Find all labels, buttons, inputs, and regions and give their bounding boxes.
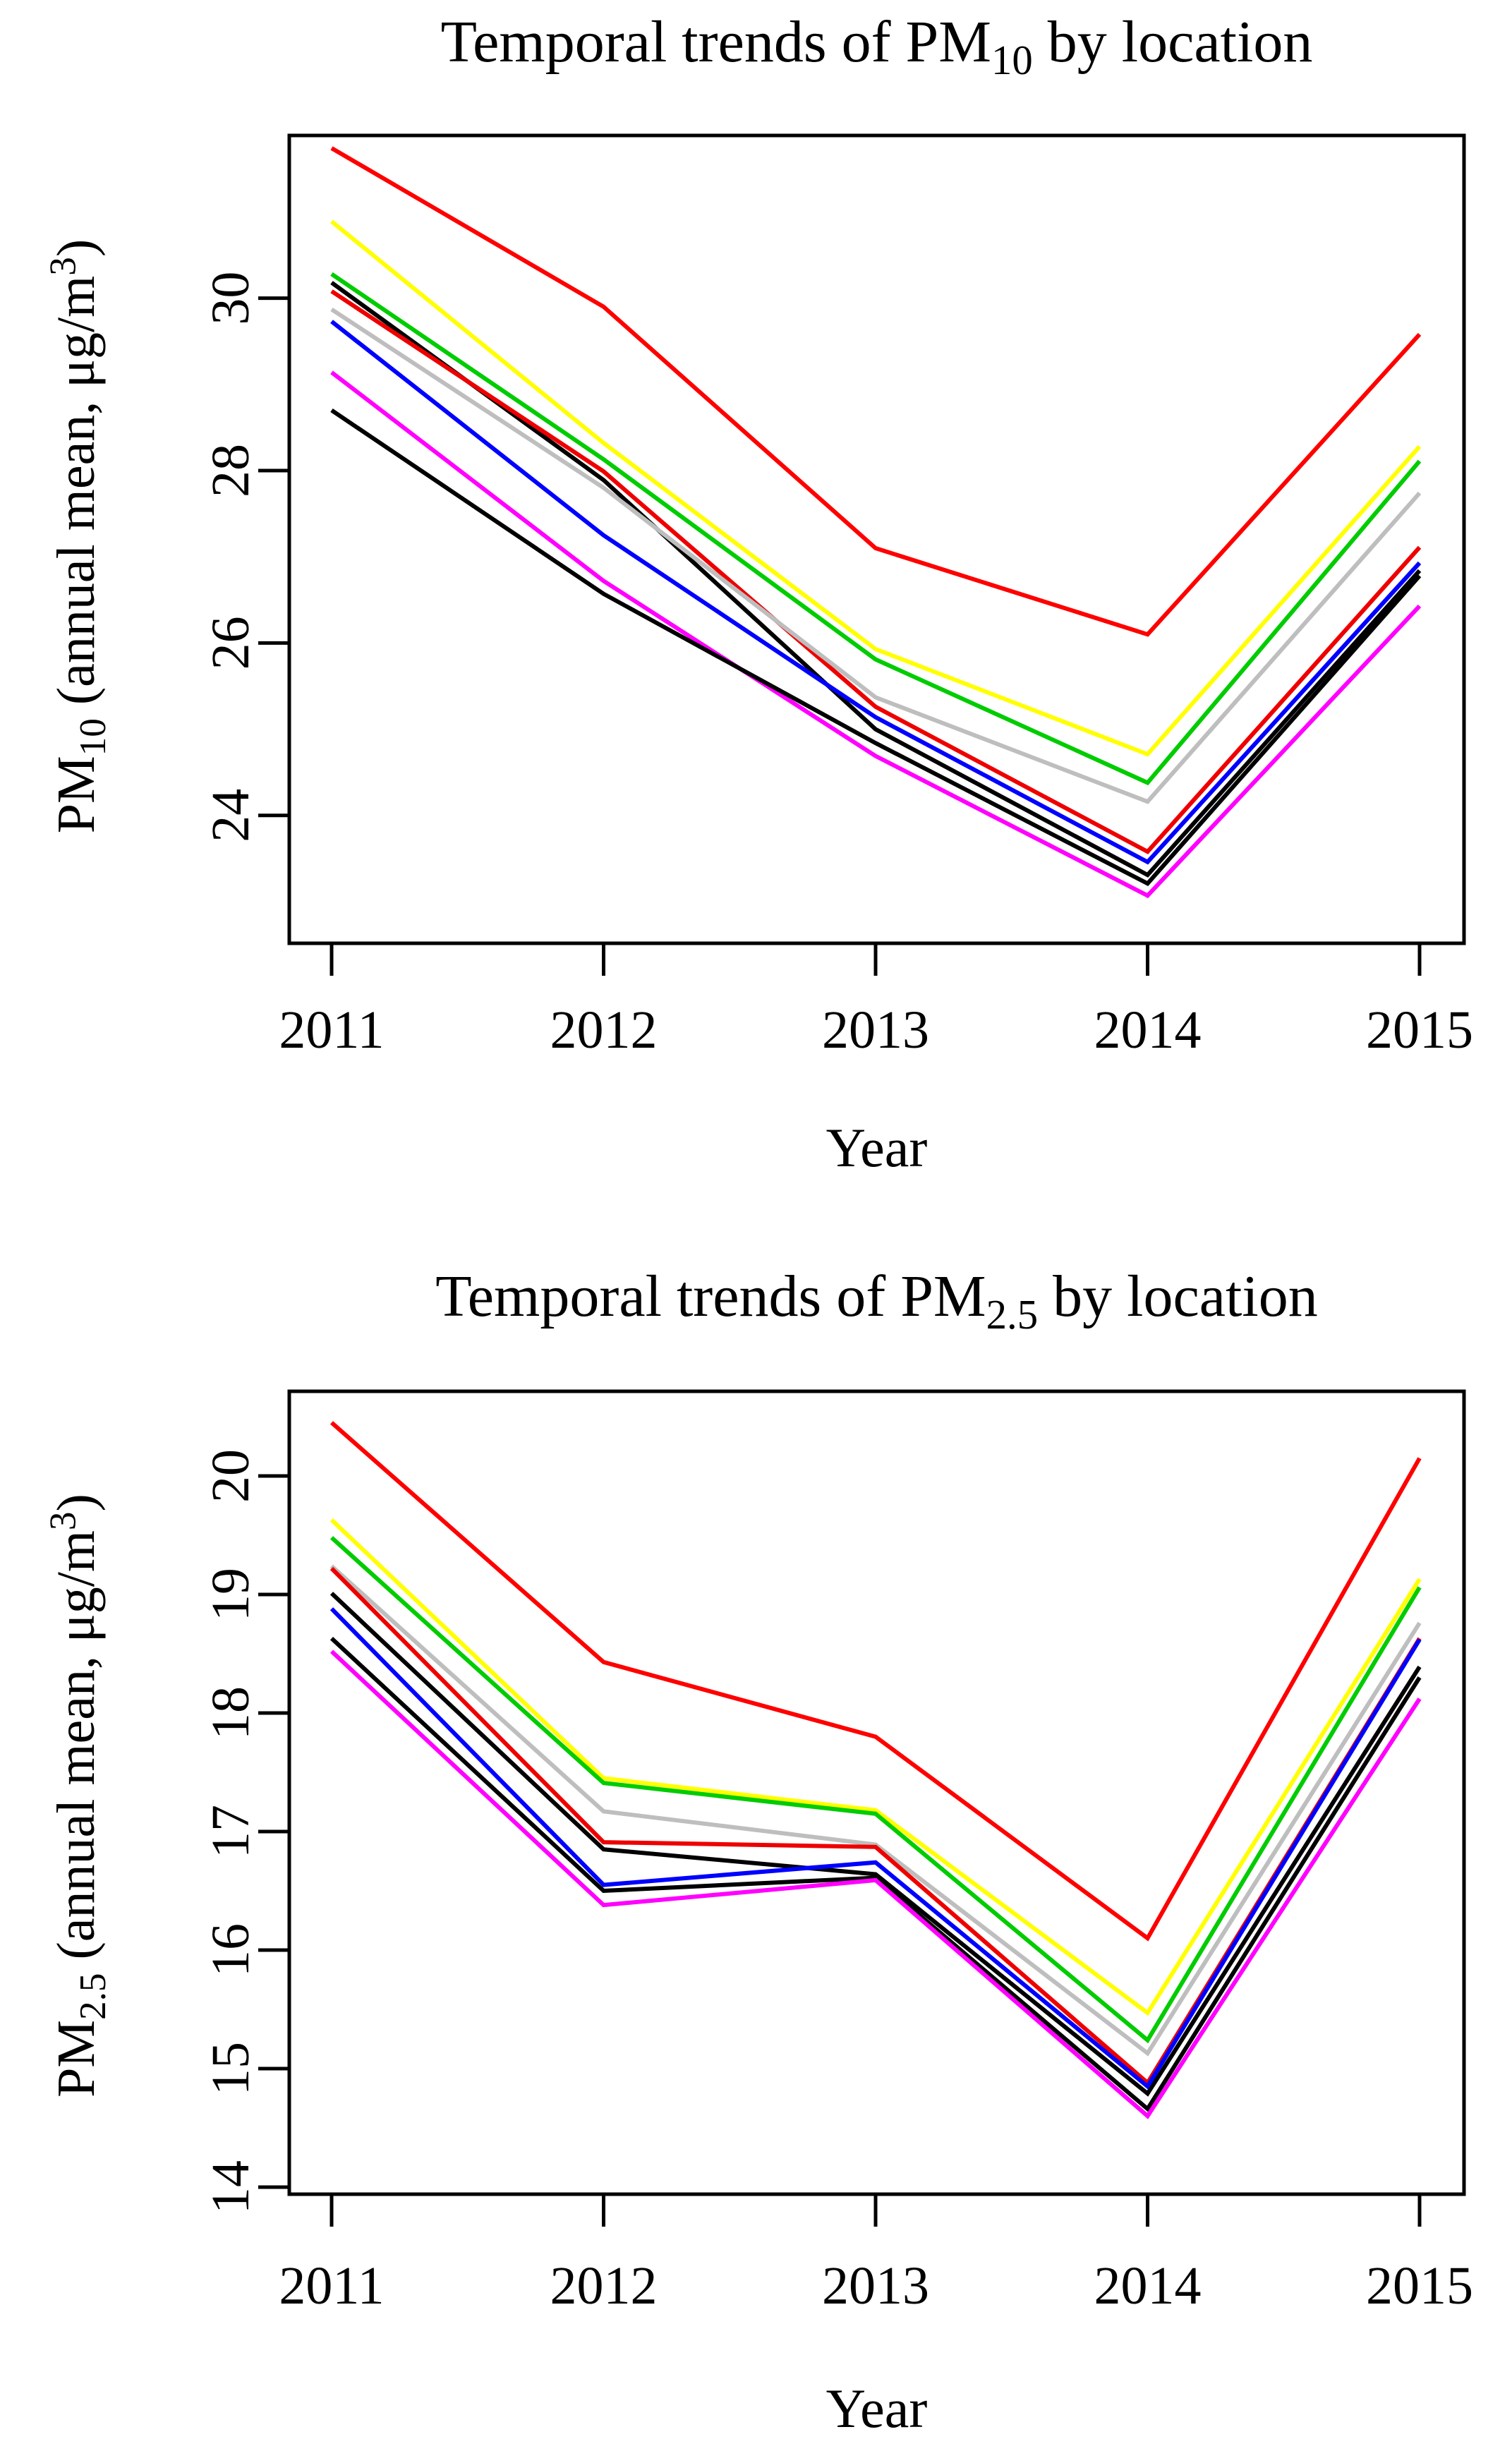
pm10-chart-title: Temporal trends of PM10 by location [289, 9, 1464, 80]
pm10-series-location-blue [330, 320, 1422, 865]
pm25-series-location-blue [329, 1607, 1422, 2090]
pm25-chart-title: Temporal trends of PM2.5 by location [289, 1264, 1464, 1335]
pm25-y-tick-label: 17 [201, 1805, 260, 1858]
pm10-series-location-black-b [330, 409, 1422, 887]
pm10-series-location-black-a [330, 281, 1422, 878]
pm10-title-suffix: by location [1032, 9, 1313, 75]
pm25-series-location-red-b [329, 1566, 1422, 2086]
pm10-y-tick-label: 26 [201, 616, 260, 670]
pm25-x-tick-label: 2014 [1094, 2256, 1202, 2316]
pm25-series-location-black-b [329, 1637, 1422, 2112]
pm10-x-tick-label: 2012 [550, 1000, 658, 1060]
pm25-x-tick-label: 2015 [1366, 2256, 1473, 2316]
pm25-series-location-black-a [329, 1592, 1422, 2097]
pm25-plot-area: 14 15 16 17 18 19 20 2011 2012 2013 2014 2015 [201, 1389, 1473, 2316]
pm25-series-location-green [329, 1536, 1422, 2044]
pm25-y-tick-label: 18 [201, 1686, 260, 1740]
pm10-plot-box [287, 133, 1466, 945]
pm25-y-tick-label: 20 [201, 1449, 260, 1503]
pm25-series-location-yellow [329, 1518, 1422, 2016]
pm25-y-tick-label: 15 [201, 2042, 260, 2095]
pm10-x-tick-label: 2011 [279, 1000, 384, 1060]
pm10-series-location-magenta [330, 370, 1422, 899]
pm10-plot-area: 24 26 28 30 2011 2012 2013 2014 2015 [201, 133, 1473, 1060]
pm25-y-tick-label: 16 [201, 1923, 260, 1977]
pm25-series-location-red-a [330, 1421, 1422, 1942]
pm25-title-text: Temporal trends of PM [435, 1264, 986, 1329]
pm25-title-subscript: 2.5 [986, 1291, 1039, 1338]
pm25-x-tick-label: 2012 [550, 2256, 658, 2316]
pm25-y-tick-label: 19 [201, 1568, 260, 1621]
pm10-series-location-green [330, 272, 1422, 786]
pm25-series-location-magenta [329, 1650, 1422, 2119]
pm25-series-location-gray [329, 1564, 1422, 2057]
pm10-x-axis-label: Year [825, 1117, 928, 1178]
pm10-series-location-red-a [330, 146, 1422, 637]
pm25-y-tick-label: 14 [201, 2160, 260, 2214]
pm10-x-tick-label: 2014 [1094, 1000, 1202, 1060]
pm10-title-text: Temporal trends of PM [440, 9, 991, 75]
pm25-x-tick-label: 2013 [822, 2256, 929, 2316]
pm10-series-location-yellow [330, 219, 1422, 757]
pm10-y-tick-label: 28 [201, 444, 260, 497]
pm25-title-suffix: by location [1038, 1264, 1318, 1329]
pm10-x-tick-label: 2013 [822, 1000, 929, 1060]
pm10-title-subscript: 10 [991, 37, 1033, 83]
pm10-x-tick-label: 2015 [1366, 1000, 1473, 1060]
pm10-series-location-gray [330, 307, 1422, 804]
pm10-series-location-red-b [330, 289, 1422, 854]
pm10-y-tick-label: 24 [201, 789, 260, 842]
pm25-x-axis-label: Year [825, 2378, 928, 2439]
pm25-x-tick-label: 2011 [279, 2256, 384, 2316]
pm10-y-tick-label: 30 [201, 272, 260, 325]
